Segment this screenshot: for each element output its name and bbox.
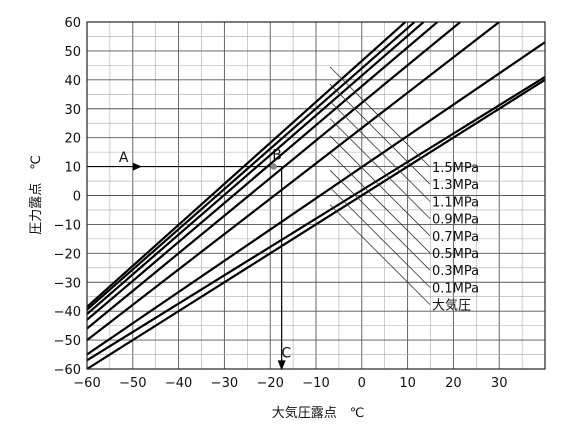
y-tick-label: 0	[73, 190, 81, 205]
series-line	[87, 22, 416, 311]
legend-leader	[329, 187, 431, 288]
example-path	[87, 162, 286, 371]
legend-label: 0.3MPa	[432, 264, 479, 279]
legend-leader	[329, 83, 431, 185]
arrow-a	[132, 162, 142, 171]
legend-leader	[329, 101, 431, 202]
x-tick-label: −30	[211, 376, 238, 391]
x-tick-label: 30	[491, 376, 508, 391]
annotation-b: B	[272, 147, 282, 163]
x-tick-label: −50	[119, 376, 146, 391]
y-tick-label: −20	[54, 247, 81, 262]
legend-label: 1.1MPa	[432, 195, 479, 210]
x-axis-title: 大気圧露点 ℃	[272, 405, 365, 421]
x-tick-label: 20	[445, 376, 462, 391]
series-line	[87, 22, 425, 315]
y-axis-title: 圧力露点 ℃	[29, 155, 44, 235]
annotation-a: A	[119, 150, 129, 166]
legend-leader	[329, 66, 431, 168]
x-tick-label: 0	[358, 376, 366, 391]
plot-frame	[86, 21, 546, 370]
series-line	[87, 22, 407, 308]
x-tick-labels: −60 −50 −40 −30 −20 −10 0 10 20 30	[73, 376, 507, 391]
x-tick-label: −10	[302, 376, 329, 391]
y-tick-label: 10	[64, 161, 81, 176]
series-line	[87, 22, 461, 330]
legend-leader	[329, 169, 431, 271]
y-tick-label: −30	[54, 276, 81, 291]
point-b-marker	[270, 163, 277, 170]
legend-leader	[329, 152, 431, 254]
arrow-c	[277, 360, 286, 371]
legend-label: 0.7MPa	[432, 230, 479, 245]
y-tick-label: −60	[54, 363, 81, 378]
legend-label: 0.5MPa	[432, 247, 479, 262]
legend-label: 1.3MPa	[432, 178, 479, 193]
legend-label: 0.9MPa	[432, 213, 479, 228]
x-tick-label: −20	[256, 376, 283, 391]
legend-leader-lines	[329, 66, 431, 305]
legend-leader	[329, 135, 431, 237]
y-tick-label: 60	[64, 16, 81, 31]
series-lines	[87, 22, 545, 369]
x-tick-label: −40	[165, 376, 192, 391]
legend-label: 大気圧	[432, 298, 471, 314]
series-line	[87, 41, 545, 356]
y-tick-label: −10	[54, 218, 81, 233]
annotation-c: C	[281, 345, 291, 361]
x-tick-label: 10	[399, 376, 416, 391]
series-line	[87, 78, 545, 369]
x-tick-label: −60	[73, 376, 100, 391]
legend: 1.5MPa 1.3MPa 1.1MPa 0.9MPa 0.7MPa 0.5MPa 0.3M…	[432, 161, 479, 314]
legend-leader	[329, 204, 431, 305]
y-tick-label: −50	[54, 334, 81, 349]
y-tick-label: 30	[64, 103, 81, 118]
y-tick-label: 40	[64, 74, 81, 89]
series-line	[87, 22, 500, 341]
y-tick-label: −40	[54, 305, 81, 320]
y-tick-label: 20	[64, 132, 81, 147]
y-tick-label: 50	[64, 45, 81, 60]
series-line	[87, 75, 545, 362]
legend-leader	[329, 118, 431, 219]
y-tick-labels: 60 50 40 30 20 10 0 −10 −20 −30 −40 −50 −60	[54, 16, 81, 378]
annotations: A B C	[119, 147, 291, 361]
legend-label: 1.5MPa	[432, 161, 479, 176]
series-line	[87, 22, 439, 321]
legend-label: 0.1MPa	[432, 281, 479, 296]
